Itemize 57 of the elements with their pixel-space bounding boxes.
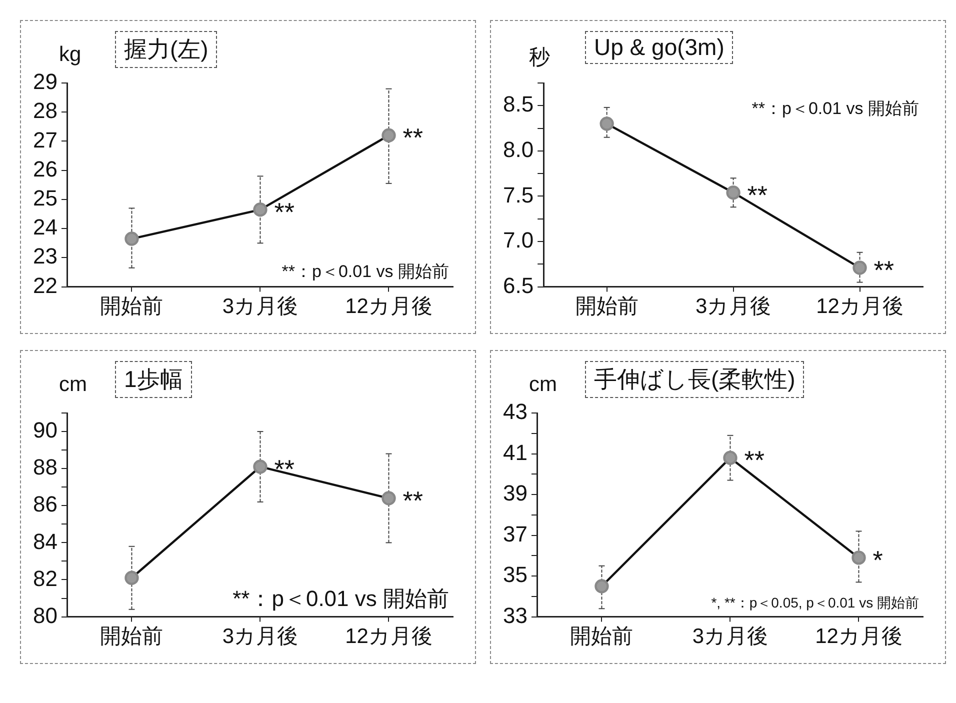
- y-tick-label: 27: [32, 127, 58, 152]
- y-tick-label: 25: [32, 186, 58, 211]
- y-tick-label: 84: [32, 528, 58, 554]
- annotation: **：p＜0.01 vs 開始前: [232, 586, 449, 611]
- annotation: **: [274, 454, 294, 484]
- y-axis-title: cm: [529, 373, 557, 397]
- y-tick-label: 23: [32, 244, 58, 269]
- y-tick-label: 8.5: [502, 92, 534, 117]
- y-tick-label: 24: [32, 214, 58, 240]
- x-tick-label: 3カ月後: [692, 625, 768, 648]
- y-axis-title: kg: [59, 43, 82, 67]
- annotation: **: [744, 445, 764, 476]
- x-tick-label: 3カ月後: [222, 295, 298, 318]
- y-tick-label: 6.5: [502, 272, 534, 298]
- y-tick-label: 7.0: [502, 228, 534, 253]
- x-tick-label: 12カ月後: [815, 625, 902, 648]
- y-axis-title: cm: [59, 373, 87, 397]
- x-tick-label: 開始前: [570, 625, 634, 648]
- chart-title: 手伸ばし長(柔軟性): [585, 361, 804, 398]
- chart-title: 1歩幅: [115, 361, 192, 398]
- y-tick-label: 80: [32, 602, 58, 628]
- y-tick-label: 29: [32, 69, 58, 94]
- y-tick-label: 37: [502, 521, 528, 546]
- annotation: **：p＜0.01 vs 開始前: [282, 262, 449, 281]
- annotation: *: [872, 544, 883, 575]
- y-tick-label: 82: [32, 566, 58, 591]
- y-tick-label: 39: [502, 480, 528, 506]
- y-tick-label: 8.0: [502, 136, 534, 162]
- chart-title: Up & go(3m): [585, 31, 734, 64]
- annotation: **: [747, 180, 768, 210]
- y-tick-label: 33: [502, 602, 528, 628]
- annotation: **: [402, 122, 423, 153]
- y-axis-title: 秒: [529, 45, 550, 71]
- x-tick-label: 3カ月後: [222, 625, 298, 648]
- annotation: *, **：p＜0.05, p＜0.01 vs 開始前: [711, 594, 919, 611]
- y-tick-label: 43: [502, 399, 528, 424]
- y-tick-label: 28: [32, 98, 58, 124]
- annotation: **：p＜0.01 vs 開始前: [752, 99, 919, 118]
- y-tick-label: 7.5: [502, 182, 534, 208]
- annotation: **: [874, 254, 894, 285]
- y-tick-label: 35: [502, 562, 528, 588]
- x-tick-label: 開始前: [100, 625, 164, 648]
- y-tick-label: 22: [32, 272, 58, 298]
- x-tick-label: 開始前: [575, 295, 638, 318]
- annotation: **: [274, 196, 294, 227]
- x-tick-label: 12カ月後: [345, 295, 432, 318]
- x-tick-label: 12カ月後: [345, 625, 432, 648]
- chart-title: 握力(左): [115, 31, 218, 68]
- x-tick-label: 3カ月後: [695, 295, 772, 318]
- y-tick-label: 90: [32, 418, 58, 443]
- y-tick-label: 26: [32, 156, 58, 182]
- y-tick-label: 88: [32, 454, 58, 480]
- y-tick-label: 41: [502, 440, 528, 465]
- y-tick-label: 86: [32, 492, 58, 517]
- x-tick-label: 開始前: [100, 295, 164, 318]
- annotation: **: [402, 485, 423, 516]
- x-tick-label: 12カ月後: [816, 295, 904, 318]
